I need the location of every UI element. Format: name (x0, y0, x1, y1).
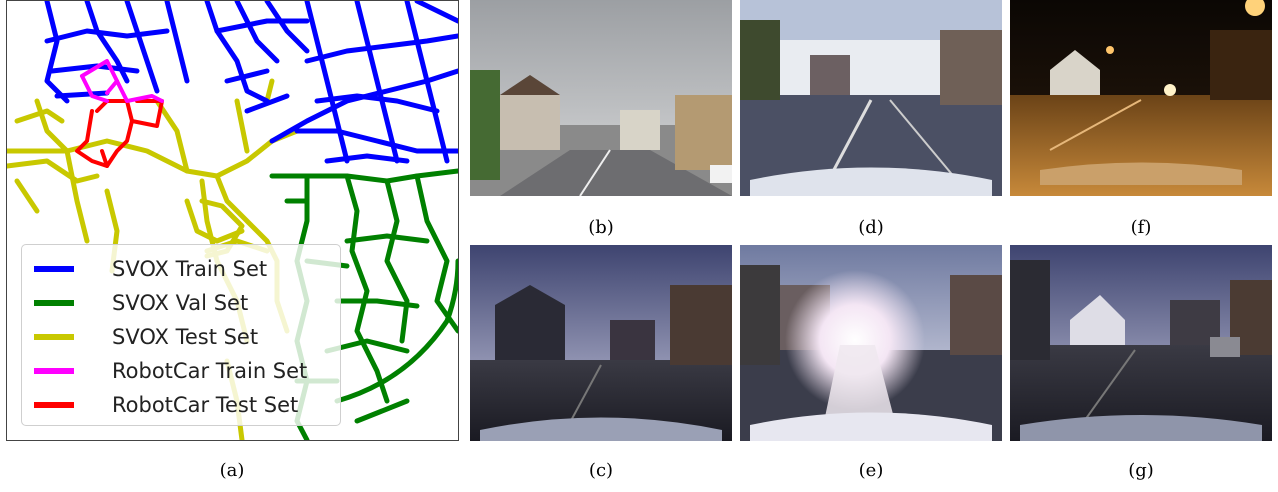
legend-swatch (34, 334, 74, 340)
photo-robotcar-evening (1010, 245, 1272, 441)
legend-item: RobotCar Test Set (22, 390, 298, 420)
robotcar-train-routes (80, 59, 164, 103)
legend-swatch (34, 402, 74, 408)
legend-label: RobotCar Test Set (112, 393, 299, 417)
robotcar-test-routes (75, 99, 164, 168)
legend-item: RobotCar Train Set (22, 356, 307, 386)
caption-c: (c) (588, 460, 614, 481)
caption-g: (g) (1128, 460, 1154, 481)
caption-d: (d) (858, 217, 884, 238)
legend-swatch (34, 266, 74, 272)
legend-item: SVOX Train Set (22, 254, 267, 284)
photo-robotcar-glare (740, 245, 1002, 441)
legend-label: SVOX Val Set (112, 291, 249, 315)
legend-label: RobotCar Train Set (112, 359, 308, 383)
route-map: SVOX Train Set SVOX Val Set SVOX Test Se… (6, 0, 459, 441)
svox-train-routes (44, 1, 458, 164)
legend-label: SVOX Train Set (112, 257, 268, 281)
legend-item: SVOX Test Set (22, 322, 258, 352)
legend-item: SVOX Val Set (22, 288, 248, 318)
photo-robotcar-dusk (470, 245, 732, 441)
photo-robotcar-night (1010, 0, 1272, 196)
legend-label: SVOX Test Set (112, 325, 259, 349)
caption-b: (b) (588, 217, 614, 238)
photo-street-view (470, 0, 732, 196)
photo-robotcar-overcast (740, 0, 1002, 196)
legend-swatch (34, 368, 74, 374)
map-legend: SVOX Train Set SVOX Val Set SVOX Test Se… (21, 244, 341, 426)
legend-swatch (34, 300, 74, 306)
caption-a: (a) (219, 460, 245, 481)
caption-e: (e) (858, 460, 884, 481)
caption-f: (f) (1130, 217, 1152, 238)
